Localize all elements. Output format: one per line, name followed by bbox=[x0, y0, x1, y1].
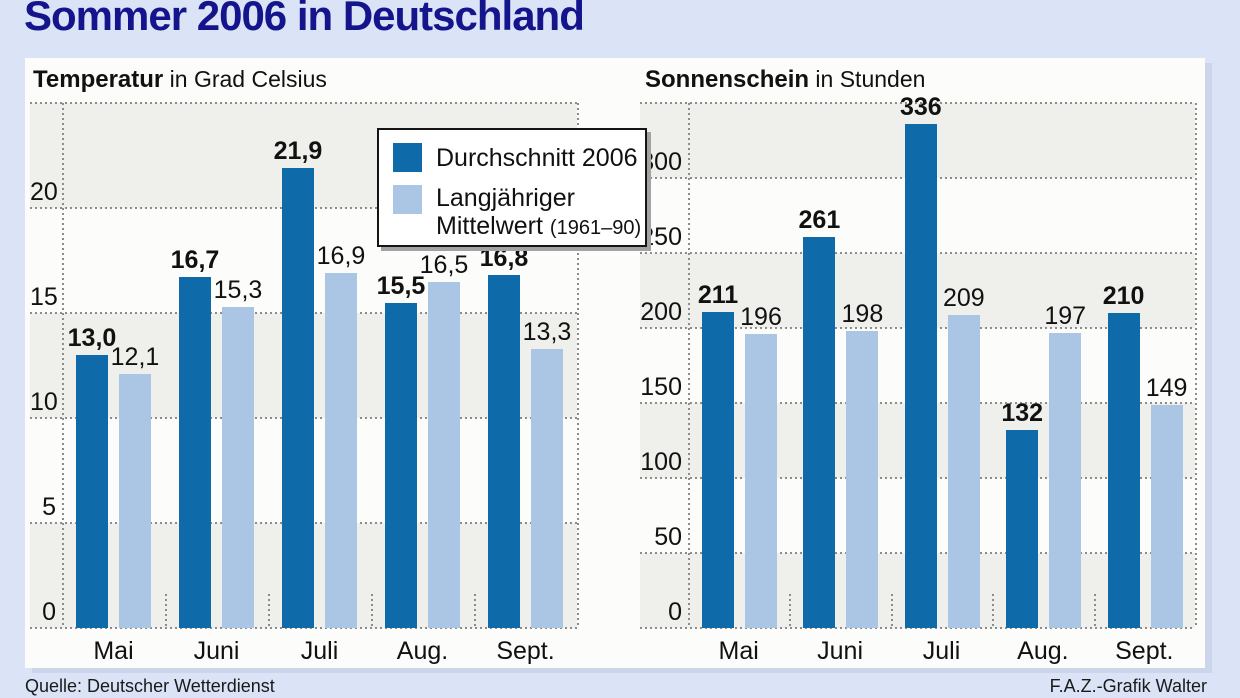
group-separator bbox=[1093, 594, 1096, 628]
legend-period-note: (1961–90) bbox=[549, 217, 642, 239]
bar-mittelwert-Juni bbox=[222, 306, 254, 628]
y-tick-label: 100 bbox=[640, 448, 682, 476]
x-axis-label-Mai: Mai bbox=[718, 637, 759, 665]
value-label: 210 bbox=[1102, 282, 1145, 310]
group-separator bbox=[890, 594, 893, 628]
bar-mittelwert-Juli bbox=[325, 273, 357, 628]
x-axis-label-Juli: Juli bbox=[922, 637, 961, 665]
y-tick-label: 15 bbox=[30, 283, 58, 311]
bar-durchschnitt-Mai bbox=[702, 311, 734, 628]
y-tick-label: 250 bbox=[640, 223, 682, 251]
value-label: 132 bbox=[1001, 399, 1044, 427]
left-chart-header: Temperatur in Grad Celsius bbox=[33, 66, 327, 94]
value-label: 15,5 bbox=[376, 271, 426, 300]
y-tick-label: 0 bbox=[668, 598, 682, 626]
x-axis-label-Aug: Aug. bbox=[396, 637, 449, 665]
legend-swatch-2006 bbox=[393, 143, 422, 172]
value-label: 211 bbox=[697, 280, 739, 309]
legend-label-mean: Langjähriger Mittelwert (1961–90) bbox=[436, 184, 642, 240]
bar-mittelwert-Mai bbox=[745, 334, 777, 628]
x-axis-label-Sept: Sept. bbox=[1115, 637, 1174, 665]
bar-mittelwert-Aug bbox=[1049, 332, 1082, 628]
group-separator bbox=[371, 594, 373, 628]
x-axis-label-Juli: Juli bbox=[300, 637, 339, 665]
legend-label-2006: Durchschnitt 2006 bbox=[436, 144, 638, 172]
value-label: 21,9 bbox=[273, 137, 323, 166]
y-axis-line bbox=[62, 103, 64, 628]
gridline bbox=[640, 102, 1195, 104]
source-credit: Quelle: Deutscher Wetterdienst bbox=[25, 676, 275, 696]
left-chart-unit: in Grad Celsius bbox=[169, 66, 327, 92]
y-tick-label: 150 bbox=[640, 373, 682, 401]
value-label: 196 bbox=[740, 303, 782, 331]
group-separator bbox=[992, 594, 995, 628]
group-separator bbox=[789, 594, 792, 628]
plot-right-border bbox=[577, 103, 579, 628]
value-label: 15,3 bbox=[213, 275, 263, 304]
page-title: Sommer 2006 in Deutschland bbox=[24, 0, 585, 39]
graphic-credit: F.A.Z.-Grafik Walter bbox=[1049, 676, 1207, 696]
legend-box: Durchschnitt 2006 Langjähriger Mittelwer… bbox=[377, 128, 647, 247]
value-label: 13,3 bbox=[522, 317, 572, 346]
y-tick-label: 5 bbox=[42, 493, 56, 521]
x-axis-label-Juni: Juni bbox=[193, 637, 240, 665]
bar-mittelwert-Aug bbox=[428, 281, 460, 628]
right-chart-unit: in Stunden bbox=[815, 66, 926, 92]
value-label: 12,1 bbox=[110, 342, 160, 371]
chart-panel: Temperatur in Grad Celsius Sonnenschein … bbox=[25, 58, 1205, 668]
bar-durchschnitt-Juli bbox=[282, 168, 314, 628]
bar-durchschnitt-Sept bbox=[488, 275, 520, 628]
y-tick-label: 10 bbox=[30, 388, 58, 416]
right-chart-title: Sonnenschein bbox=[645, 66, 810, 93]
value-label: 336 bbox=[899, 93, 942, 121]
bar-mittelwert-Sept bbox=[531, 348, 563, 628]
gridline bbox=[30, 627, 577, 629]
value-label: 16,7 bbox=[170, 246, 220, 275]
x-axis-label-Mai: Mai bbox=[93, 637, 134, 665]
value-label: 13,0 bbox=[67, 324, 117, 352]
gridline bbox=[640, 627, 1195, 629]
bar-durchschnitt-Juni bbox=[803, 236, 836, 628]
value-label: 209 bbox=[942, 283, 985, 312]
y-axis-line bbox=[688, 103, 690, 628]
value-label: 16,5 bbox=[419, 250, 469, 279]
bar-mittelwert-Juni bbox=[846, 331, 879, 628]
bar-durchschnitt-Aug bbox=[385, 302, 417, 628]
right-chart-header: Sonnenschein in Stunden bbox=[645, 66, 925, 94]
group-separator bbox=[474, 594, 476, 628]
x-axis-label-Sept: Sept. bbox=[496, 637, 555, 665]
x-axis-label-Aug: Aug. bbox=[1017, 637, 1069, 665]
bar-durchschnitt-Juli bbox=[904, 124, 937, 628]
y-tick-label: 20 bbox=[30, 178, 58, 206]
group-separator bbox=[165, 594, 167, 628]
value-label: 16,9 bbox=[316, 242, 366, 271]
bar-mittelwert-Mai bbox=[119, 373, 151, 628]
bar-mittelwert-Sept bbox=[1150, 404, 1183, 628]
value-label: 261 bbox=[798, 205, 841, 234]
bar-durchschnitt-Mai bbox=[76, 355, 108, 628]
value-label: 149 bbox=[1145, 373, 1188, 402]
group-separator bbox=[268, 594, 270, 628]
bar-durchschnitt-Juni bbox=[179, 277, 211, 628]
bar-durchschnitt-Sept bbox=[1107, 313, 1140, 628]
bar-mittelwert-Juli bbox=[947, 314, 980, 628]
legend-swatch-mean bbox=[393, 185, 422, 214]
value-label: 197 bbox=[1044, 301, 1087, 330]
y-tick-label: 50 bbox=[654, 523, 682, 551]
y-tick-label: 0 bbox=[42, 598, 56, 626]
x-axis-label-Juni: Juni bbox=[817, 637, 864, 665]
value-label: 16,8 bbox=[479, 244, 529, 273]
left-chart-title: Temperatur bbox=[33, 66, 164, 93]
bar-durchschnitt-Aug bbox=[1006, 430, 1039, 628]
value-label: 198 bbox=[841, 300, 884, 328]
y-tick-label: 200 bbox=[640, 298, 682, 326]
gridline bbox=[30, 102, 577, 104]
y-tick-label: 300 bbox=[640, 148, 682, 176]
plot-right-border bbox=[1195, 103, 1197, 628]
